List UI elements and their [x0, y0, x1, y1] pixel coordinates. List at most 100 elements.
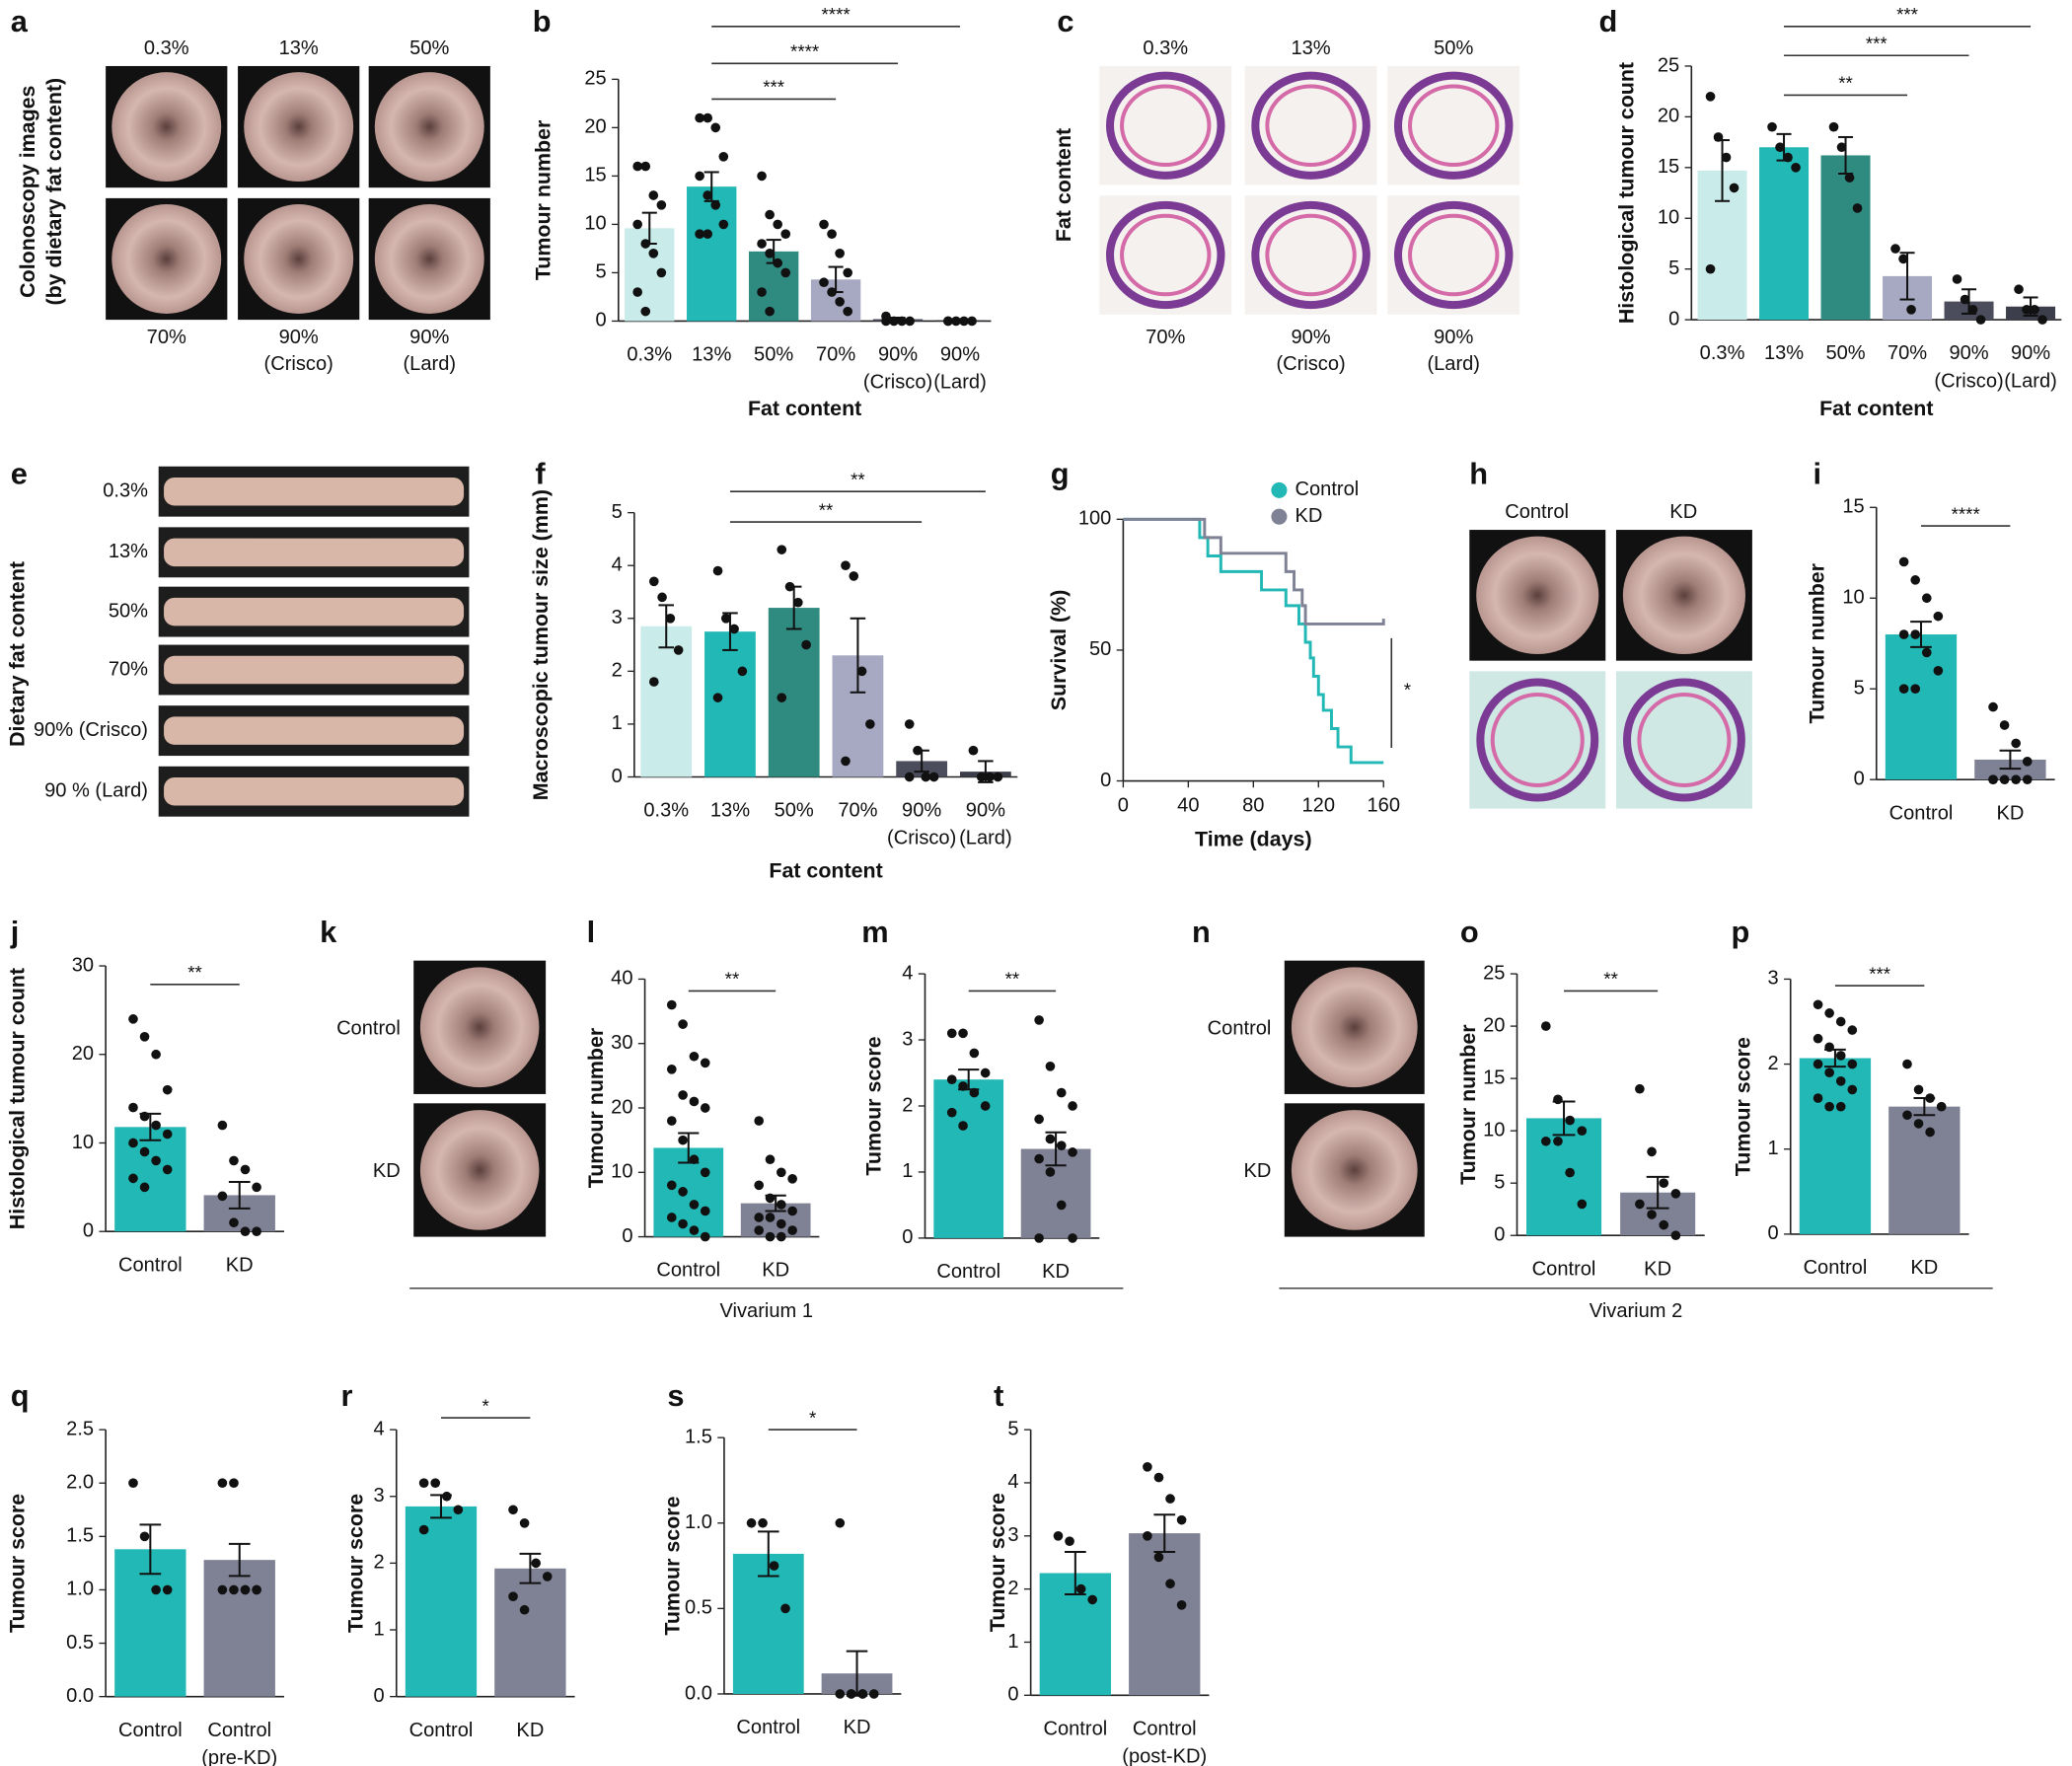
data-point — [1847, 1059, 1858, 1069]
data-point — [710, 122, 721, 133]
image-label: 0.3% — [144, 37, 189, 59]
significance-label: **** — [822, 4, 851, 25]
data-point — [1647, 1210, 1657, 1219]
data-point — [958, 1121, 968, 1131]
data-point — [666, 1116, 677, 1126]
data-point — [1813, 1093, 1823, 1103]
panel-letter: p — [1731, 915, 1749, 949]
histology-ring — [1120, 84, 1212, 168]
panel-letter: f — [535, 456, 546, 490]
bar — [933, 1079, 1004, 1238]
data-point — [139, 1531, 150, 1542]
histology-ring — [1393, 71, 1514, 180]
data-point — [665, 613, 676, 624]
legend-label: KD — [1295, 505, 1323, 527]
y-tick-label: 0.0 — [66, 1685, 94, 1707]
x-tick-label: 70% — [838, 800, 877, 822]
y-tick-label: 15 — [1658, 156, 1679, 178]
x-tick-label: Control — [1133, 1718, 1197, 1739]
y-tick-label: 1 — [902, 1160, 913, 1182]
y-tick-label: 1 — [1007, 1631, 1018, 1653]
y-tick-label: 2.0 — [66, 1472, 94, 1494]
bar — [405, 1506, 478, 1697]
data-point — [1835, 1101, 1846, 1112]
endoscopy-view — [419, 1110, 540, 1230]
data-point — [1068, 1147, 1077, 1157]
x-axis-label: Time (days) — [1195, 827, 1312, 850]
data-point — [695, 229, 704, 240]
group-label: Vivarium 1 — [720, 1300, 813, 1322]
data-point — [967, 316, 977, 327]
group-label: Vivarium 2 — [1590, 1300, 1682, 1322]
y-tick-label: 10 — [584, 213, 606, 235]
data-point — [542, 1572, 553, 1582]
data-point — [819, 277, 829, 288]
x-tick-label: 50% — [754, 344, 793, 366]
data-point — [718, 151, 729, 162]
image-label: 50% — [109, 600, 148, 622]
histology-ring — [1105, 71, 1225, 180]
data-point — [776, 1167, 786, 1178]
image-label: KD — [373, 1160, 401, 1182]
data-point — [139, 1111, 150, 1122]
data-point — [793, 597, 803, 608]
data-point — [710, 199, 721, 210]
data-point — [754, 1180, 765, 1191]
x-tick-label: 13% — [710, 800, 750, 822]
panel-letter: t — [994, 1378, 1003, 1413]
data-point — [229, 1584, 239, 1595]
data-point — [217, 1191, 228, 1202]
data-point — [1034, 1114, 1044, 1125]
panel-letter: e — [11, 456, 28, 490]
colon-tissue — [164, 538, 465, 567]
data-point — [819, 219, 829, 230]
y-tick-label: 2 — [1768, 1053, 1779, 1074]
image-label: 90% (Crisco) — [34, 719, 148, 741]
data-point — [958, 1028, 968, 1039]
data-point — [689, 1096, 700, 1107]
x-tick-label: 13% — [692, 344, 731, 366]
y-tick-label: 50 — [1089, 638, 1111, 660]
x-tick-label: Control — [736, 1717, 800, 1738]
data-point — [700, 1206, 710, 1216]
y-tick-label: 1 — [374, 1618, 385, 1640]
data-point — [827, 287, 837, 297]
bar — [1888, 1106, 1961, 1234]
significance-label: **** — [1952, 503, 1980, 524]
data-point — [913, 745, 923, 756]
data-point — [1902, 1059, 1912, 1069]
bar — [640, 625, 693, 777]
bar — [203, 1560, 275, 1697]
data-point — [765, 249, 775, 258]
panel-letter: k — [320, 915, 337, 949]
data-point — [827, 229, 837, 240]
x-axis-label: Fat content — [769, 859, 882, 883]
y-tick-label: 10 — [1483, 1119, 1505, 1141]
y-tick-label: 15 — [1483, 1067, 1505, 1088]
data-point — [1721, 152, 1732, 163]
y-tick-label: 20 — [72, 1043, 94, 1065]
data-point — [1813, 1033, 1823, 1044]
bar — [1799, 1058, 1872, 1234]
data-point — [139, 1146, 150, 1157]
bar — [1526, 1118, 1602, 1236]
data-point — [217, 1120, 228, 1131]
x-tick-label: (Lard) — [959, 828, 1012, 849]
data-point — [757, 287, 767, 297]
y-axis-label: Histological tumour count — [1615, 62, 1639, 324]
data-point — [689, 1225, 700, 1235]
data-point — [958, 1081, 968, 1091]
image-label: 70% — [109, 658, 148, 680]
data-point — [1165, 1494, 1175, 1504]
data-point — [980, 1101, 991, 1111]
data-point — [841, 560, 851, 571]
data-point — [849, 571, 859, 581]
x-tick-label: Control — [1532, 1258, 1596, 1280]
data-point — [904, 719, 915, 729]
data-point — [1540, 1136, 1551, 1146]
data-point — [856, 666, 867, 677]
y-tick-label: 10 — [1842, 587, 1864, 609]
bar — [1759, 147, 1810, 321]
data-point — [1890, 244, 1900, 254]
